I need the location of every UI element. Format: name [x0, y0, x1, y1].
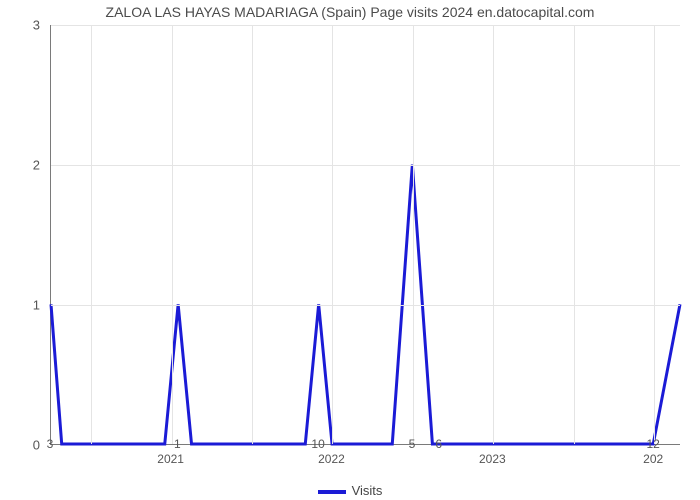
- legend-label: Visits: [352, 483, 383, 498]
- x-value-label: 1: [174, 437, 181, 451]
- gridline-vertical: [252, 25, 253, 444]
- gridline-vertical: [172, 25, 173, 444]
- line-series: [51, 25, 680, 444]
- y-tick-label: 2: [0, 158, 40, 173]
- visits-chart: ZALOA LAS HAYAS MADARIAGA (Spain) Page v…: [0, 0, 700, 500]
- chart-title: ZALOA LAS HAYAS MADARIAGA (Spain) Page v…: [0, 4, 700, 20]
- x-year-label: 2021: [157, 452, 184, 466]
- plot-area: [50, 25, 680, 445]
- gridline-vertical: [654, 25, 655, 444]
- gridline-vertical: [574, 25, 575, 444]
- gridline-vertical: [493, 25, 494, 444]
- x-value-label: 5: [409, 437, 416, 451]
- legend: Visits: [0, 483, 700, 498]
- x-value-label: 3: [47, 437, 54, 451]
- x-value-label: 12: [647, 437, 660, 451]
- gridline-horizontal: [51, 305, 680, 306]
- x-year-label: 2022: [318, 452, 345, 466]
- legend-swatch: [318, 490, 346, 494]
- y-tick-label: 0: [0, 438, 40, 453]
- gridline-vertical: [413, 25, 414, 444]
- gridline-horizontal: [51, 165, 680, 166]
- gridline-vertical: [91, 25, 92, 444]
- gridline-horizontal: [51, 25, 680, 26]
- gridline-vertical: [332, 25, 333, 444]
- y-tick-label: 1: [0, 298, 40, 313]
- x-value-label: 10: [311, 437, 324, 451]
- x-value-label: 6: [435, 437, 442, 451]
- x-year-label: 2023: [479, 452, 506, 466]
- x-year-label: 202: [643, 452, 663, 466]
- y-tick-label: 3: [0, 18, 40, 33]
